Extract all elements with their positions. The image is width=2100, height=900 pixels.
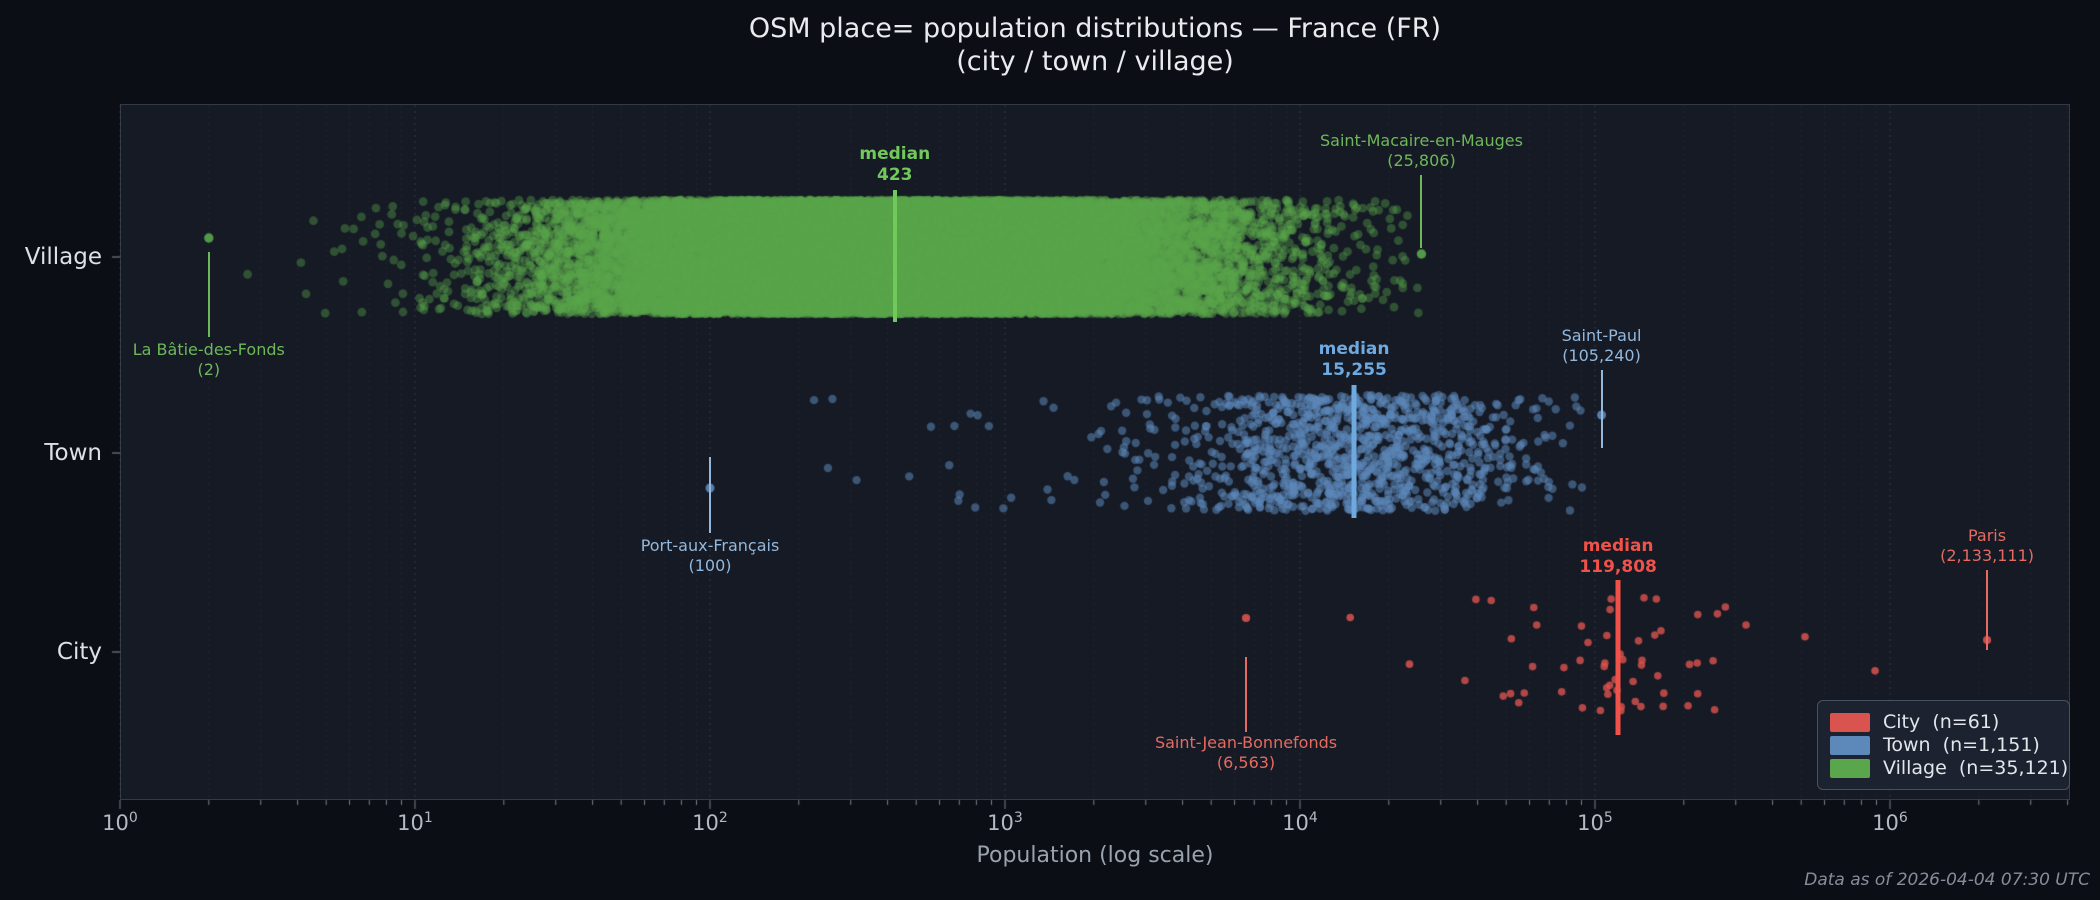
place-name: La Bâtie-des-Fonds [132,340,285,359]
median-line-village [892,190,897,322]
legend-swatch-town [1830,735,1870,755]
city-min-annotation: Saint-Jean-Bonnefonds (6,563) [1155,733,1337,773]
legend-swatch-village [1830,758,1870,778]
y-tick-label-town: Town [44,440,102,466]
leader-line-town-max [1600,370,1603,448]
median-word: median [859,144,931,164]
median-word: median [1582,536,1654,556]
chart-title-line2: (city / town / village) [956,46,1234,77]
place-name: Paris [1967,526,2007,545]
chart-title: OSM place= population distributions — Fr… [120,12,2070,78]
leader-line-village-max [1420,175,1423,248]
village-max-annotation: Saint-Macaire-en-Mauges (25,806) [1320,131,1523,171]
data-asof-note: Data as of 2026-04-04 07:30 UTC [1804,870,2090,890]
legend-label-village: Village (n=35,121) [1883,757,2069,779]
place-population: (105,240) [1562,346,1641,365]
y-tick-label-city: City [56,639,102,665]
place-name: Saint-Macaire-en-Mauges [1319,131,1523,150]
x-tick-label-1e5: 105 [1577,810,1613,835]
x-axis-label: Population (log scale) [976,843,1214,868]
leader-line-village-min [207,252,210,337]
town-median-annotation: median 15,255 [1319,339,1390,381]
town-min-annotation: Port-aux-Français (100) [641,536,780,576]
legend-item-town: Town (n=1,151) [1830,734,2057,756]
leader-line-town-min [709,457,711,533]
city-median-value: 119,808 [1579,557,1657,577]
town-max-annotation: Saint-Paul (105,240) [1562,326,1642,366]
place-population: (6,563) [1216,753,1276,772]
x-tick-label-1e1: 101 [397,810,433,835]
median-line-city [1615,580,1621,735]
legend-item-village: Village (n=35,121) [1830,757,2068,779]
legend-label-city: City (n=61) [1883,711,2000,733]
village-min-annotation: La Bâtie-des-Fonds (2) [133,340,285,380]
legend-item-city: City (n=61) [1830,711,2057,733]
place-population: (100) [688,556,732,575]
place-population: (25,806) [1387,151,1456,170]
legend-label-town: Town (n=1,151) [1883,734,2040,756]
y-tick-label-village: Village [24,244,102,270]
place-name: Port-aux-Français [640,536,780,555]
x-tick-label-1e2: 102 [692,810,728,835]
leader-line-city-min [1245,657,1248,732]
place-name: Saint-Paul [1561,326,1642,345]
legend: City (n=61) Town (n=1,151) Village (n=35… [1817,700,2070,790]
x-tick-label-1e0: 100 [102,810,138,835]
city-median-annotation: median 119,808 [1579,536,1656,578]
x-tick-label-1e6: 106 [1872,810,1908,835]
place-name: Saint-Jean-Bonnefonds [1154,733,1338,752]
leader-line-city-max [1986,570,1989,650]
city-max-annotation: Paris (2,133,111) [1940,526,2034,566]
median-line-town [1351,385,1357,518]
village-median-annotation: median 423 [859,144,930,186]
x-tick-label-1e3: 103 [987,810,1023,835]
chart-title-line1: OSM place= population distributions — Fr… [748,13,1442,44]
place-population: (2) [197,360,221,379]
median-word: median [1318,339,1390,359]
village-median-value: 423 [877,165,913,185]
legend-swatch-city [1830,712,1870,732]
place-population: (2,133,111) [1940,546,2035,565]
town-median-value: 15,255 [1321,360,1387,380]
x-tick-label-1e4: 104 [1282,810,1318,835]
